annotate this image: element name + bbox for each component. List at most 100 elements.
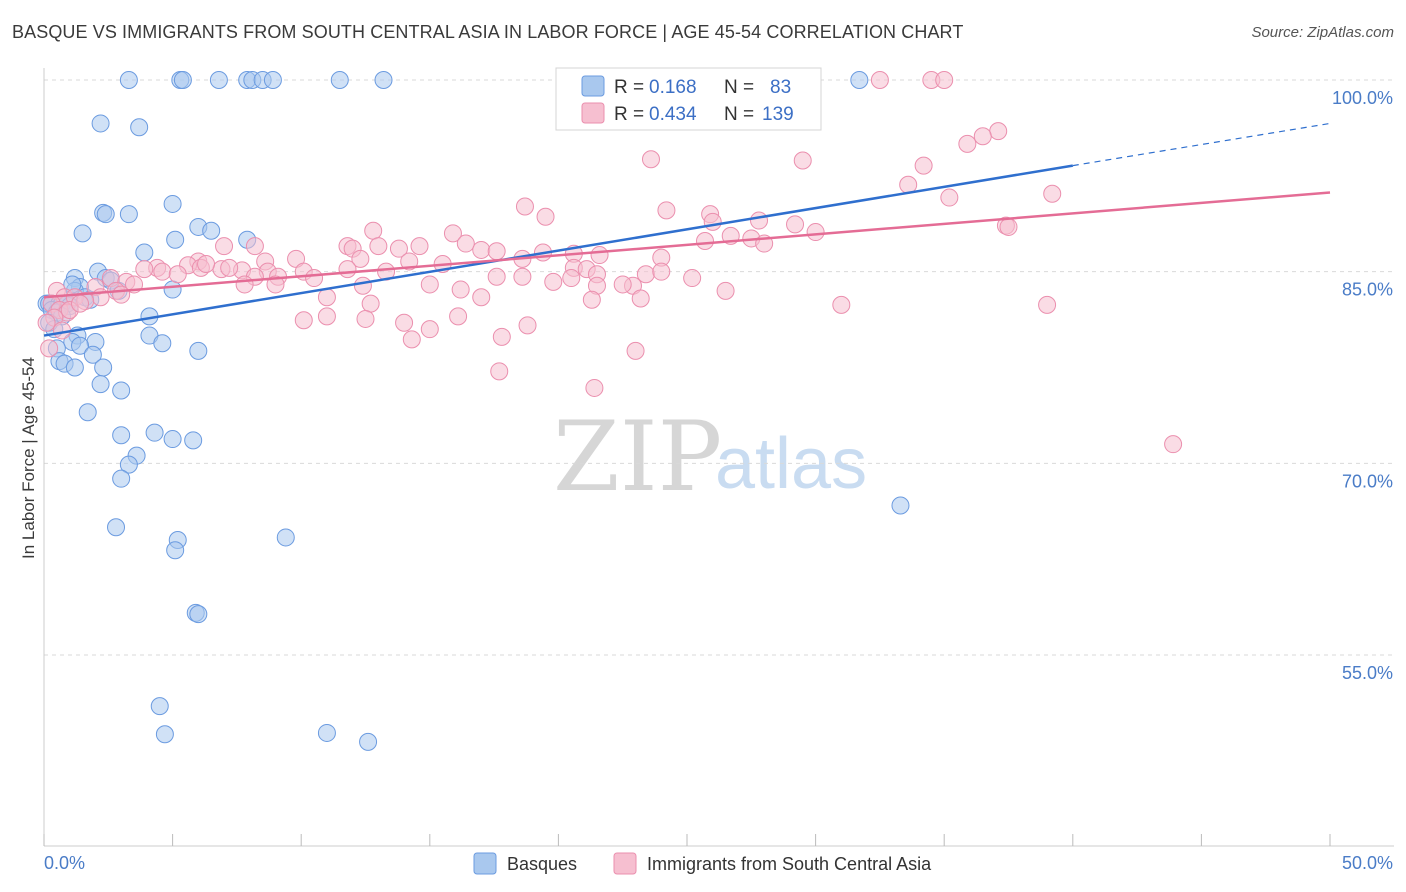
immigrants-point bbox=[395, 313, 414, 332]
immigrants-point bbox=[562, 269, 581, 288]
immigrants-point bbox=[37, 313, 56, 332]
basques-point bbox=[202, 221, 221, 240]
basques-point bbox=[209, 71, 228, 89]
immigrants-point bbox=[870, 71, 889, 89]
basques-point bbox=[130, 118, 149, 137]
immigrants-point bbox=[613, 275, 632, 294]
immigrants-point bbox=[786, 215, 805, 234]
legend-n-label-immigrants: N = bbox=[724, 104, 754, 125]
y-axis-label: In Labor Force | Age 45-54 bbox=[19, 357, 38, 559]
y-tick-label-100: 100.0% bbox=[1332, 88, 1393, 108]
x-tick-label-max: 50.0% bbox=[1342, 853, 1393, 873]
immigrants-point bbox=[518, 316, 537, 335]
immigrants-point bbox=[487, 267, 506, 286]
immigrants-point bbox=[400, 252, 419, 271]
y-tick-label-55: 55.0% bbox=[1342, 663, 1393, 683]
immigrants-point bbox=[544, 272, 563, 291]
immigrants-point bbox=[266, 275, 285, 294]
x-ticks bbox=[43, 834, 1331, 846]
basques-point bbox=[91, 114, 110, 133]
series-legend: Basques Immigrants from South Central As… bbox=[473, 852, 932, 875]
immigrants-point bbox=[806, 223, 825, 242]
x-tick-label-min: 0.0% bbox=[44, 853, 85, 873]
immigrants-point bbox=[245, 237, 264, 256]
series-immigrants-south-central-asia bbox=[37, 71, 1183, 454]
watermark-atlas: atlas bbox=[715, 424, 867, 504]
basques-point bbox=[184, 431, 203, 450]
immigrants-point bbox=[235, 275, 254, 294]
immigrants-point bbox=[492, 327, 511, 346]
y-tick-label-85: 85.0% bbox=[1342, 280, 1393, 300]
immigrants-point bbox=[487, 242, 506, 261]
immigrants-point bbox=[338, 260, 357, 279]
immigrants-point bbox=[1043, 184, 1062, 203]
immigrants-point bbox=[443, 224, 462, 243]
basques-point bbox=[166, 230, 185, 249]
basques-point bbox=[145, 423, 164, 442]
immigrants-point bbox=[361, 294, 380, 313]
legend-swatch-immigrants bbox=[581, 102, 605, 124]
basques-point bbox=[850, 71, 869, 89]
basques-point bbox=[163, 280, 182, 299]
immigrants-point bbox=[451, 280, 470, 299]
immigrants-point bbox=[420, 320, 439, 339]
legend-r-value-basques: 0.168 bbox=[649, 77, 697, 98]
immigrants-point bbox=[641, 150, 660, 169]
basques-point bbox=[119, 455, 138, 474]
basques-point bbox=[135, 243, 154, 262]
immigrants-point bbox=[420, 275, 439, 294]
immigrants-point bbox=[40, 339, 59, 358]
legend-r-value-immigrants: 0.434 bbox=[649, 104, 697, 125]
stats-legend: R = 0.168 N = 83 R = 0.434 N = 139 bbox=[555, 67, 822, 131]
legend-r-label-immigrants: R = bbox=[614, 104, 644, 125]
basques-point bbox=[71, 336, 90, 355]
immigrants-point bbox=[999, 217, 1018, 236]
immigrants-point bbox=[935, 71, 954, 89]
immigrants-point bbox=[750, 211, 769, 230]
series-legend-label-basques: Basques bbox=[507, 854, 577, 874]
basques-point bbox=[276, 528, 295, 547]
basques-point bbox=[119, 71, 138, 89]
basques-point bbox=[119, 205, 138, 224]
trend-line-basques bbox=[43, 164, 1074, 337]
series-legend-swatch-immigrants bbox=[613, 852, 637, 875]
immigrants-point bbox=[317, 307, 336, 326]
immigrants-point bbox=[472, 288, 491, 307]
immigrants-point bbox=[958, 134, 977, 153]
immigrants-point bbox=[135, 260, 154, 279]
immigrants-point bbox=[652, 262, 671, 281]
legend-n-value-basques: 83 bbox=[770, 77, 791, 98]
basques-point bbox=[189, 341, 208, 360]
basques-point bbox=[94, 358, 113, 377]
immigrants-point bbox=[369, 237, 388, 256]
immigrants-point bbox=[683, 269, 702, 288]
immigrants-point bbox=[696, 232, 715, 250]
basques-point bbox=[166, 541, 185, 560]
basques-point bbox=[153, 334, 172, 353]
basques-point bbox=[163, 194, 182, 213]
basques-point bbox=[891, 496, 910, 515]
basques-point bbox=[78, 403, 97, 422]
series-legend-label-immigrants: Immigrants from South Central Asia bbox=[647, 854, 932, 874]
immigrants-point bbox=[1164, 435, 1183, 454]
trend-line-immigrants bbox=[43, 191, 1331, 299]
series-legend-swatch-basques bbox=[473, 852, 497, 875]
y-tick-label-70: 70.0% bbox=[1342, 471, 1393, 491]
immigrants-point bbox=[356, 309, 375, 328]
immigrants-point bbox=[364, 221, 383, 240]
immigrants-point bbox=[153, 262, 172, 281]
immigrants-point bbox=[220, 258, 239, 277]
immigrants-point bbox=[305, 269, 324, 288]
immigrants-point bbox=[513, 267, 532, 286]
y-tick-labels: 100.0% 85.0% 70.0% 55.0% bbox=[1332, 88, 1393, 683]
immigrants-point bbox=[449, 307, 468, 326]
legend-r-label-basques: R = bbox=[614, 77, 644, 98]
basques-point bbox=[112, 381, 131, 400]
trend-line-basques-extension bbox=[1072, 122, 1331, 167]
immigrants-point bbox=[1038, 295, 1057, 314]
basques-point bbox=[112, 469, 131, 488]
immigrants-point bbox=[402, 330, 421, 349]
immigrants-point bbox=[197, 255, 216, 273]
basques-point bbox=[163, 430, 182, 449]
